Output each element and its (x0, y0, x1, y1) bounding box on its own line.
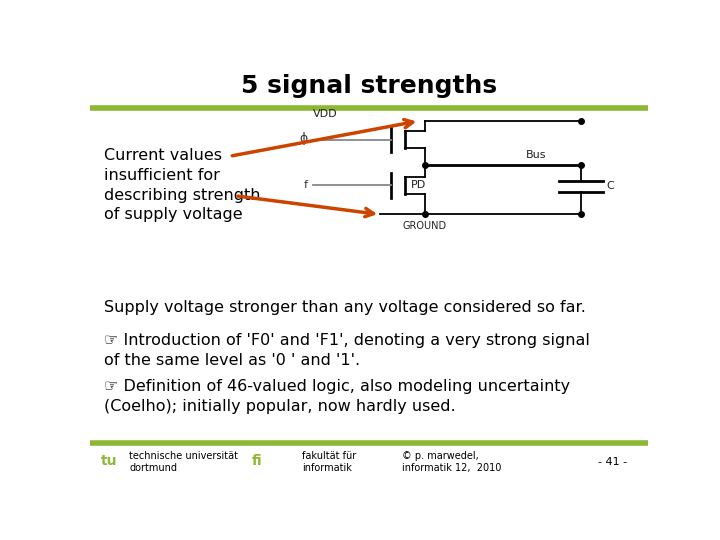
Text: ϕ: ϕ (300, 132, 307, 145)
Text: f: f (304, 180, 307, 191)
Text: fi: fi (252, 454, 263, 468)
Text: ☞ Introduction of 'F0' and 'F1', denoting a very strong signal
of the same level: ☞ Introduction of 'F0' and 'F1', denotin… (104, 333, 590, 368)
Text: technische universität
dortmund: technische universität dortmund (129, 451, 238, 472)
Text: Bus: Bus (526, 150, 546, 160)
Text: VDD: VDD (313, 109, 338, 119)
Text: PD: PD (411, 180, 426, 191)
Text: GROUND: GROUND (402, 221, 447, 231)
Text: Supply voltage stronger than any voltage considered so far.: Supply voltage stronger than any voltage… (104, 300, 586, 315)
Text: C: C (606, 181, 614, 191)
Text: © p. marwedel,
informatik 12,  2010: © p. marwedel, informatik 12, 2010 (402, 451, 502, 472)
Text: Current values
insufficient for
describing strength
of supply voltage: Current values insufficient for describi… (104, 148, 261, 222)
Text: 5 signal strengths: 5 signal strengths (241, 75, 497, 98)
Text: fakultät für
informatik: fakultät für informatik (302, 451, 356, 472)
Text: ☞ Definition of 46-valued logic, also modeling uncertainty
(Coelho); initially p: ☞ Definition of 46-valued logic, also mo… (104, 379, 570, 414)
Text: - 41 -: - 41 - (598, 457, 627, 467)
Text: tu: tu (101, 454, 117, 468)
